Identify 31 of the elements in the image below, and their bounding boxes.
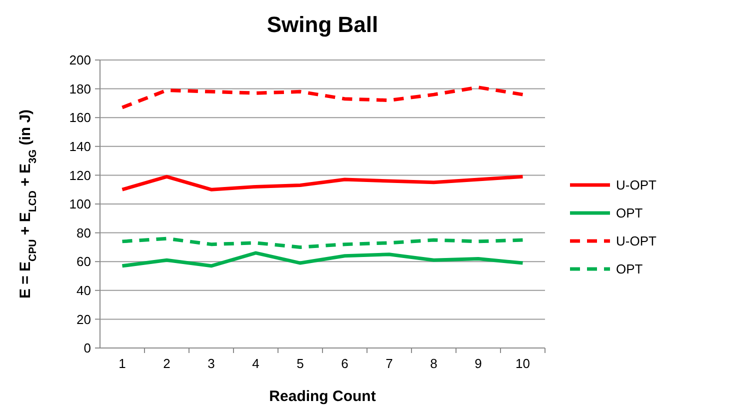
y-tick-label: 0 (84, 340, 91, 356)
x-tick-label: 4 (252, 356, 260, 371)
y-tick-label: 140 (69, 138, 91, 154)
y-tick-label: 100 (69, 196, 91, 212)
x-tick-label: 5 (296, 356, 304, 371)
x-axis-title: Reading Count (269, 388, 376, 405)
x-tick-label: 6 (341, 356, 348, 371)
legend-label: OPT (616, 262, 643, 277)
y-tick-label: 60 (76, 254, 91, 270)
line-series (120, 251, 524, 268)
line-series (120, 86, 524, 110)
legend-label: OPT (616, 206, 643, 221)
y-tick-label: 20 (76, 312, 91, 327)
chart-title: Swing Ball (266, 12, 378, 37)
x-tick-label: 8 (430, 356, 438, 371)
legend-label: U-OPT (616, 234, 656, 249)
x-tick-label: 1 (118, 356, 126, 371)
x-tick-label: 2 (163, 356, 170, 371)
x-tick-label: 7 (386, 356, 393, 371)
x-tick-label: 9 (474, 356, 482, 371)
line-series (120, 174, 524, 192)
y-tick-label: 120 (69, 168, 91, 183)
y-tick-label: 40 (76, 282, 91, 298)
y-tick-label: 80 (76, 225, 91, 240)
line-series (120, 236, 524, 249)
x-tick-label: 10 (516, 356, 530, 371)
y-tick-label: 200 (69, 52, 91, 68)
x-tick-label: 3 (208, 356, 215, 371)
legend-label: U-OPT (616, 178, 656, 193)
y-tick-label: 160 (69, 110, 91, 126)
y-tick-label: 180 (69, 81, 91, 96)
